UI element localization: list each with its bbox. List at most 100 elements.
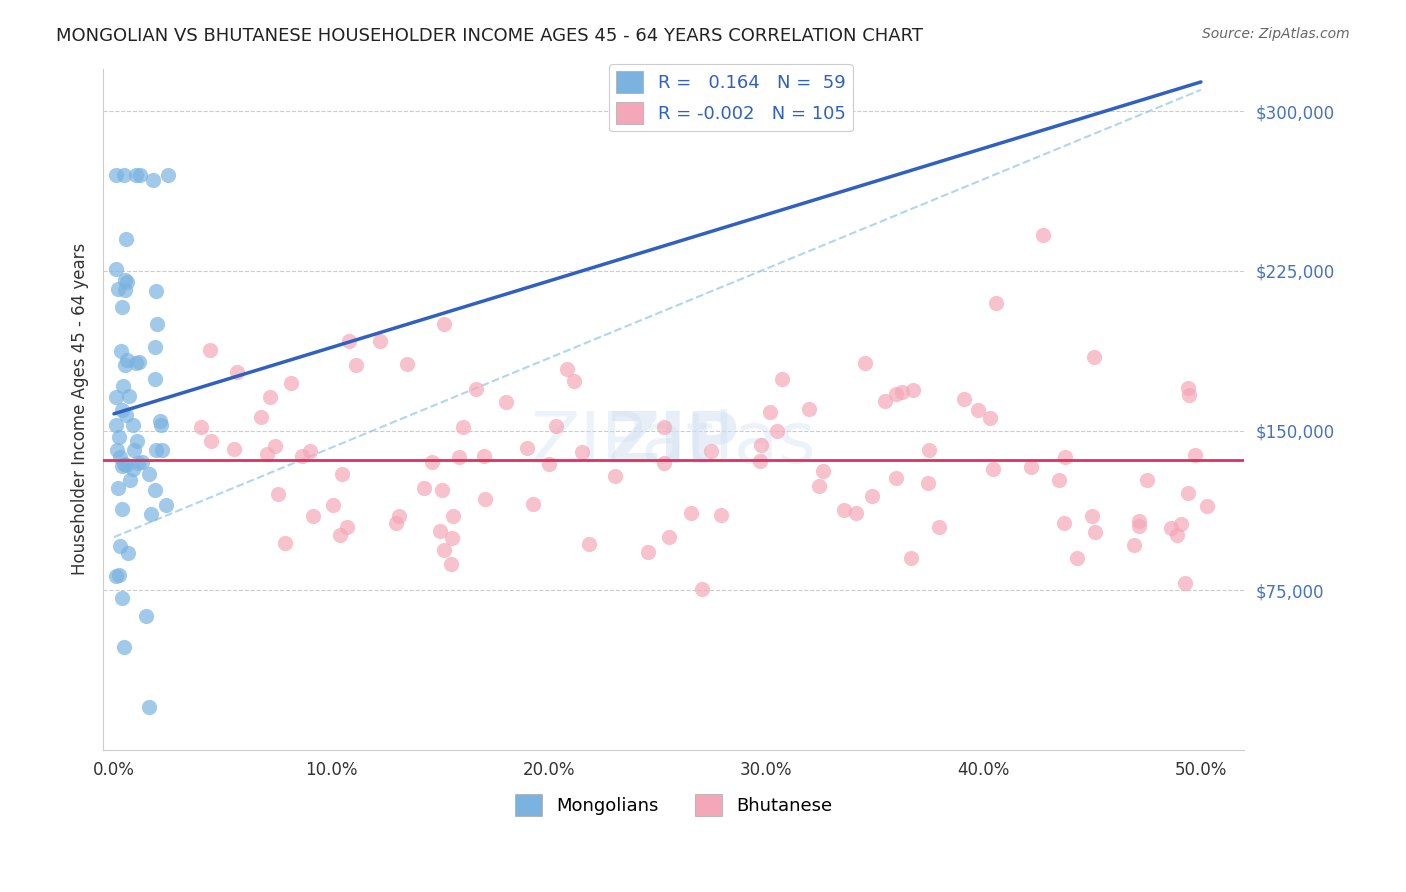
Point bbox=[1178, 388, 1201, 402]
Point bbox=[131, 455, 153, 469]
Point bbox=[299, 443, 322, 458]
Point bbox=[412, 481, 434, 495]
Point bbox=[149, 414, 172, 428]
Point bbox=[125, 168, 148, 182]
Point bbox=[1047, 474, 1070, 488]
Point bbox=[1066, 551, 1088, 566]
Point bbox=[449, 450, 471, 465]
Point bbox=[952, 392, 974, 406]
Point bbox=[370, 334, 392, 348]
Point bbox=[873, 393, 896, 408]
Point bbox=[145, 443, 167, 458]
Point bbox=[1128, 518, 1150, 533]
Point bbox=[432, 483, 454, 497]
Point bbox=[111, 403, 134, 417]
Point bbox=[748, 454, 770, 468]
Point bbox=[108, 450, 131, 465]
Y-axis label: Householder Income Ages 45 - 64 years: Householder Income Ages 45 - 64 years bbox=[72, 244, 89, 575]
Point bbox=[322, 498, 344, 512]
Point bbox=[1170, 516, 1192, 531]
Point bbox=[652, 420, 675, 434]
Point bbox=[107, 568, 129, 582]
Point bbox=[884, 387, 907, 401]
Point bbox=[1177, 381, 1199, 395]
Point bbox=[128, 355, 150, 369]
Point bbox=[807, 479, 830, 493]
Point bbox=[440, 531, 463, 545]
Point bbox=[890, 385, 912, 400]
Point bbox=[495, 395, 517, 409]
Point bbox=[329, 527, 352, 541]
Point bbox=[107, 481, 129, 495]
Point bbox=[115, 275, 138, 289]
Point bbox=[658, 530, 681, 544]
Point bbox=[127, 434, 149, 448]
Point bbox=[441, 508, 464, 523]
Point bbox=[981, 462, 1004, 476]
Point bbox=[118, 473, 141, 487]
Point bbox=[1021, 459, 1043, 474]
Point bbox=[105, 262, 128, 277]
Point bbox=[813, 464, 835, 478]
Point bbox=[1084, 525, 1107, 540]
Point bbox=[122, 443, 145, 458]
Point bbox=[125, 356, 148, 370]
Point bbox=[107, 282, 129, 296]
Point bbox=[143, 372, 166, 386]
Point bbox=[766, 424, 789, 438]
Point bbox=[110, 344, 132, 359]
Point bbox=[259, 390, 281, 404]
Text: ZIP: ZIP bbox=[607, 409, 740, 478]
Text: ZIPatlas: ZIPatlas bbox=[531, 409, 817, 478]
Point bbox=[1123, 538, 1146, 552]
Point bbox=[114, 640, 136, 654]
Point bbox=[105, 390, 128, 404]
Point bbox=[225, 365, 247, 379]
Text: Source: ZipAtlas.com: Source: ZipAtlas.com bbox=[1202, 27, 1350, 41]
Point bbox=[114, 273, 136, 287]
Point bbox=[422, 455, 444, 469]
Point bbox=[465, 382, 488, 396]
Point bbox=[108, 539, 131, 553]
Point bbox=[967, 403, 990, 417]
Point bbox=[200, 434, 222, 449]
Point bbox=[917, 443, 939, 458]
Point bbox=[143, 483, 166, 498]
Point bbox=[108, 430, 131, 444]
Point bbox=[900, 550, 922, 565]
Point bbox=[112, 168, 135, 182]
Point bbox=[114, 458, 136, 472]
Point bbox=[264, 439, 287, 453]
Point bbox=[115, 409, 138, 423]
Point bbox=[652, 457, 675, 471]
Point bbox=[451, 420, 474, 434]
Point bbox=[860, 489, 883, 503]
Point bbox=[114, 358, 136, 372]
Point bbox=[138, 467, 160, 482]
Point bbox=[474, 492, 496, 507]
Point bbox=[984, 295, 1007, 310]
Point bbox=[280, 376, 302, 390]
Point bbox=[917, 475, 939, 490]
Point bbox=[115, 231, 138, 245]
Point bbox=[344, 359, 367, 373]
Point bbox=[1197, 500, 1219, 514]
Point bbox=[198, 343, 221, 358]
Point bbox=[249, 410, 271, 425]
Point bbox=[1053, 516, 1076, 530]
Point bbox=[710, 508, 733, 522]
Point bbox=[758, 404, 780, 418]
Legend: Mongolians, Bhutanese: Mongolians, Bhutanese bbox=[508, 787, 839, 822]
Text: MONGOLIAN VS BHUTANESE HOUSEHOLDER INCOME AGES 45 - 64 YEARS CORRELATION CHART: MONGOLIAN VS BHUTANESE HOUSEHOLDER INCOM… bbox=[56, 27, 924, 45]
Point bbox=[143, 340, 166, 354]
Point bbox=[1032, 227, 1054, 242]
Point bbox=[337, 334, 360, 348]
Point bbox=[1083, 350, 1105, 364]
Point bbox=[388, 508, 411, 523]
Point bbox=[114, 283, 136, 297]
Point bbox=[145, 285, 167, 299]
Point bbox=[1136, 473, 1159, 487]
Point bbox=[571, 445, 593, 459]
Point bbox=[112, 379, 135, 393]
Point bbox=[845, 507, 868, 521]
